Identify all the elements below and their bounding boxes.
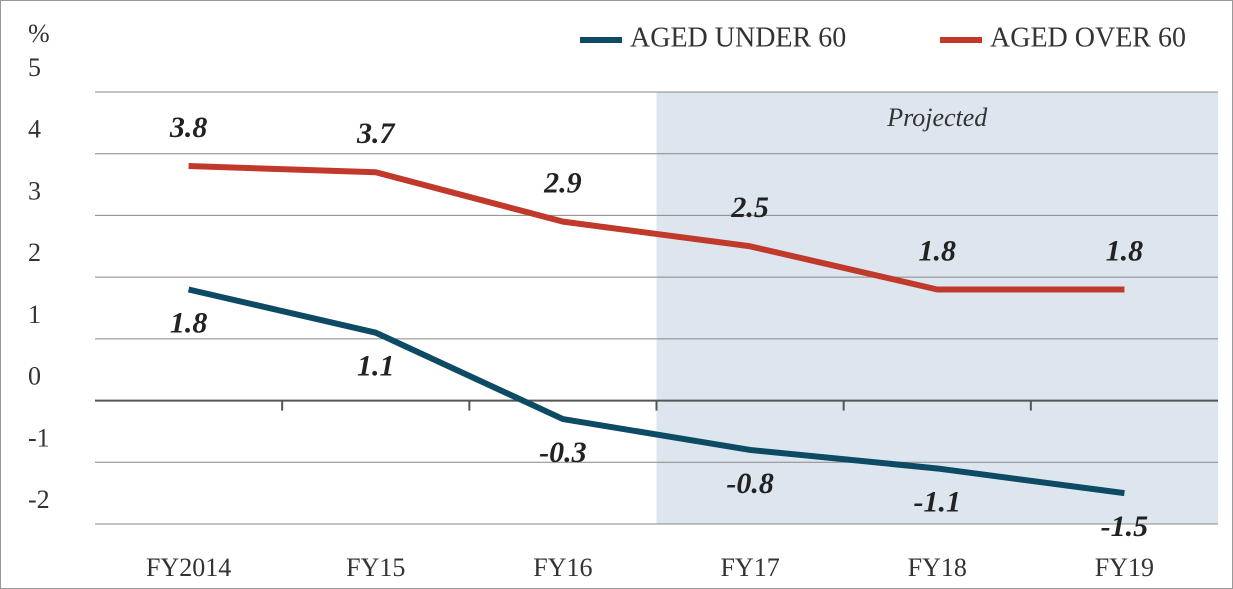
- projected-label: Projected: [886, 103, 988, 132]
- series-line: [188, 163, 1125, 293]
- data-label: 1.8: [1106, 234, 1144, 267]
- x-tick-label: FY17: [720, 553, 779, 582]
- data-label: 1.1: [357, 350, 395, 383]
- data-label: -1.5: [1101, 510, 1149, 543]
- x-tick-label: FY2014: [146, 553, 231, 582]
- data-label: 3.8: [169, 111, 208, 144]
- data-label: 3.7: [356, 117, 396, 150]
- data-label: 1.8: [919, 234, 957, 267]
- y-tick-label: -2: [28, 485, 50, 514]
- y-tick-label: 0: [28, 362, 41, 391]
- projected-region: [656, 92, 1218, 524]
- y-axis-label: %: [28, 19, 50, 48]
- x-tick-label: FY19: [1095, 553, 1154, 582]
- legend-label: AGED UNDER 60: [630, 22, 846, 53]
- y-tick-label: -1: [28, 423, 50, 452]
- x-tick-label: FY15: [346, 553, 405, 582]
- series-line: [187, 286, 1125, 497]
- y-tick-label: 2: [28, 238, 41, 267]
- data-label: -0.8: [726, 467, 774, 500]
- y-tick-label: 5: [28, 53, 41, 82]
- data-label: -0.3: [539, 436, 587, 469]
- x-tick-label: FY18: [908, 553, 967, 582]
- y-tick-label: 1: [28, 300, 41, 329]
- data-label: 2.5: [730, 191, 769, 224]
- y-tick-label: 4: [28, 115, 41, 144]
- legend-label: AGED OVER 60: [990, 22, 1186, 53]
- data-label: 2.9: [543, 166, 582, 199]
- data-label: -1.1: [914, 485, 962, 518]
- y-tick-label: 3: [28, 176, 41, 205]
- x-tick-label: FY16: [533, 553, 592, 582]
- data-label: 1.8: [170, 306, 208, 339]
